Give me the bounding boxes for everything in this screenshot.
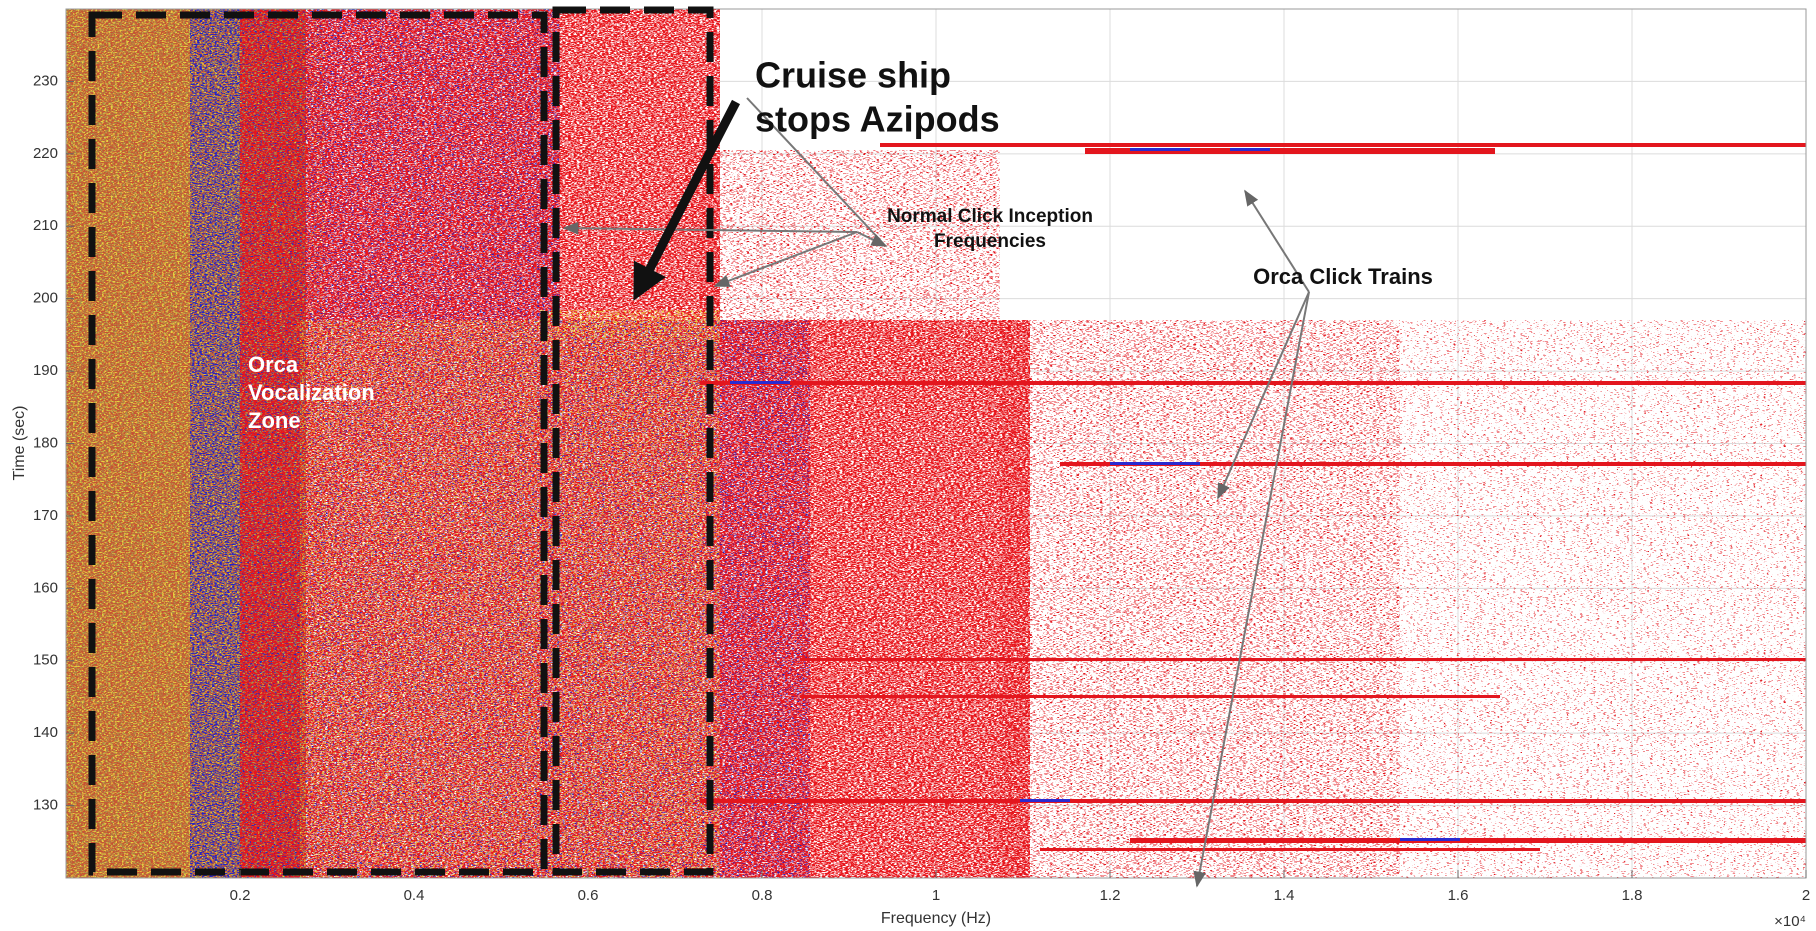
annotation: Vocalization <box>248 380 375 405</box>
streak <box>1110 462 1200 465</box>
y-tick-label: 210 <box>33 217 58 234</box>
y-tick-label: 140 <box>33 724 58 741</box>
streak <box>800 658 1806 661</box>
streak <box>1130 148 1190 151</box>
annotation: stops Azipods <box>755 99 1000 140</box>
page: Cruise shipstops Azipods Normal Click Inc… <box>0 0 1816 931</box>
y-tick-label: 220 <box>33 145 58 162</box>
x-tick-label: 0.4 <box>404 887 425 904</box>
y-tick-label: 170 <box>33 507 58 524</box>
y-tick-label: 150 <box>33 652 58 669</box>
streak <box>880 143 1806 147</box>
y-tick-label: 190 <box>33 362 58 379</box>
x-tick-label: 0.2 <box>230 887 251 904</box>
streak <box>700 799 1806 803</box>
x-tick-label: 1.4 <box>1274 887 1295 904</box>
streak <box>1040 848 1540 851</box>
speckle <box>1400 320 1806 878</box>
y-tick-label: 160 <box>33 579 58 596</box>
streak <box>800 695 1500 698</box>
annotation: Zone <box>248 408 301 433</box>
x-tick-label: 1.6 <box>1448 887 1469 904</box>
streak <box>730 381 790 384</box>
streak <box>1130 838 1806 843</box>
y-tick-label: 230 <box>33 72 58 89</box>
streak <box>1230 148 1270 151</box>
x-tick-label: 1 <box>932 887 940 904</box>
x-tick-label: 1.8 <box>1622 887 1643 904</box>
y-tick-label: 180 <box>33 434 58 451</box>
annotation: Frequencies <box>934 231 1046 252</box>
x-tick-label: 0.8 <box>752 887 773 904</box>
x-tick-label: 1.2 <box>1100 887 1121 904</box>
speckle <box>540 310 720 340</box>
x-axis-label: Frequency (Hz) <box>881 910 991 927</box>
streak <box>1400 838 1460 841</box>
y-tick-label: 200 <box>33 290 58 307</box>
y-tick-label: 130 <box>33 797 58 814</box>
x-tick-label: 2 <box>1802 887 1810 904</box>
annotation: Orca <box>248 352 299 377</box>
x-multiplier: ×10⁴ <box>1774 913 1806 930</box>
y-axis-label: Time (sec) <box>11 406 28 481</box>
annotation: Orca Click Trains <box>1253 264 1433 289</box>
x-tick-label: 0.6 <box>578 887 599 904</box>
chart: Cruise shipstops Azipods Normal Click Inc… <box>0 0 1816 931</box>
speckle <box>1000 320 1400 878</box>
streak <box>700 381 1806 385</box>
streak <box>1020 799 1070 802</box>
annotation: Normal Click Inception <box>887 206 1093 227</box>
annotation: Cruise ship <box>755 55 951 96</box>
